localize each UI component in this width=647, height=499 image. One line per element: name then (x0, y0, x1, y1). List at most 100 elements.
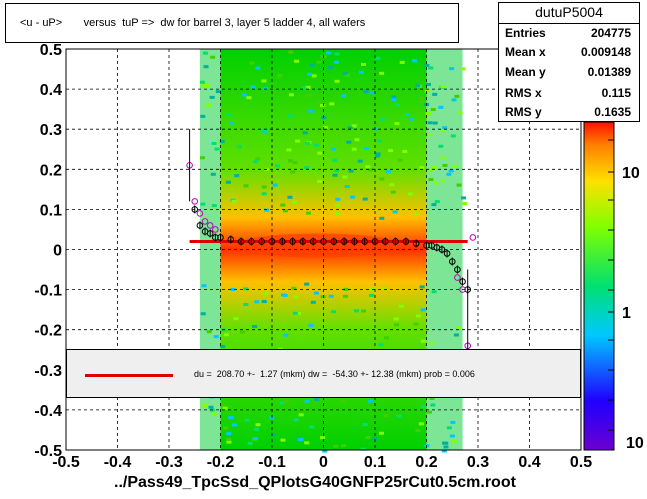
heatmap-cell (205, 104, 211, 108)
heatmap-cell (287, 159, 293, 163)
heatmap-cell (206, 330, 212, 334)
heatmap-cell (210, 172, 216, 176)
y-tick-label: -0.3 (34, 363, 62, 380)
heatmap-cell (393, 323, 399, 327)
heatmap-cell (226, 440, 232, 444)
heatmap-cell (407, 192, 413, 196)
heatmap-cell (363, 146, 369, 150)
stat-row-rms-y: RMS y 0.1635 (505, 105, 631, 119)
profile-point (340, 238, 348, 245)
heatmap-cell (311, 74, 317, 78)
x-tick-label: 0.2 (415, 454, 437, 471)
heatmap-cell (288, 50, 294, 54)
heatmap-cell (373, 127, 379, 131)
heatmap-cell (424, 64, 430, 68)
heatmap-cell (415, 314, 421, 318)
heatmap-cell (335, 203, 341, 207)
x-tick-label: 0.3 (467, 454, 489, 471)
heatmap-cell (304, 282, 310, 286)
heatmap-cell (372, 122, 378, 126)
heatmap-cell (367, 399, 373, 403)
heatmap-cell (396, 414, 402, 418)
heatmap-cell (404, 113, 410, 117)
heatmap-cell (427, 132, 433, 136)
heatmap-cell (418, 422, 424, 426)
palette-tick-label: 1 (622, 305, 631, 322)
heatmap-cell (375, 56, 381, 60)
palette-bar (584, 122, 614, 450)
heatmap-cell (261, 128, 267, 132)
heatmap-cell (309, 63, 315, 67)
heatmap-cell (346, 140, 352, 144)
heatmap-cell (402, 149, 408, 153)
heatmap-cell (441, 449, 447, 453)
profile-point (309, 238, 317, 245)
heatmap-cell (453, 333, 459, 337)
heatmap-cell (331, 310, 337, 314)
profile-point (382, 238, 389, 245)
heatmap-cell (329, 102, 335, 106)
heatmap-cell (291, 286, 297, 290)
heatmap-cell (450, 420, 456, 424)
heatmap-cell (420, 308, 426, 312)
heatmap-cell (211, 141, 217, 145)
heatmap-cell (211, 204, 217, 208)
heatmap-cell (322, 125, 328, 129)
heatmap-cell (354, 309, 360, 313)
y-tick-label: 0.4 (40, 82, 62, 99)
heatmap-cell (280, 293, 286, 297)
heatmap-cell (305, 85, 311, 89)
heatmap-cell (431, 165, 437, 169)
profile-point (454, 266, 461, 273)
heatmap-cell (413, 212, 419, 216)
heatmap-cell (343, 287, 349, 291)
profile-point (443, 250, 451, 257)
heatmap-cell (408, 117, 414, 121)
heatmap-cell (200, 83, 206, 87)
heatmap-cell (236, 145, 242, 149)
heatmap-cell (306, 211, 312, 215)
heatmap-cell (379, 177, 385, 181)
heatmap-cell (295, 312, 301, 316)
heatmap-cell (446, 426, 452, 430)
heatmap-cell (451, 98, 457, 102)
heatmap-cell (304, 441, 310, 445)
heatmap-cell (290, 170, 296, 174)
heatmap-cell (277, 74, 283, 78)
heatmap-cell (394, 103, 400, 107)
y-tick-label: -0.4 (34, 403, 62, 420)
heatmap-cell (247, 441, 253, 445)
heatmap-cell (334, 79, 340, 83)
heatmap-cell (320, 436, 326, 440)
heatmap-cell (457, 110, 463, 114)
heatmap-cell (354, 138, 360, 142)
heatmap-cell (326, 51, 332, 55)
heatmap-cell (298, 438, 304, 442)
y-tick-label: 0 (53, 243, 62, 260)
heatmap-cell (419, 166, 425, 170)
profile-point (217, 234, 224, 241)
y-tick-label: 0.2 (40, 162, 62, 179)
heatmap-cell (270, 433, 276, 437)
heatmap-cell (310, 300, 316, 304)
heatmap-cell (264, 208, 270, 212)
heatmap-cell (351, 124, 357, 128)
stat-row-mean-x: Mean x 0.009148 (505, 45, 631, 59)
heatmap-cell (332, 173, 338, 177)
profile-point (351, 238, 358, 245)
heatmap-cell (428, 66, 434, 70)
profile-point (361, 238, 369, 245)
heatmap-cell (305, 141, 311, 145)
outlier-point (191, 198, 199, 205)
heatmap-cell (452, 164, 458, 168)
outlier-point (201, 218, 209, 225)
heatmap-cell (255, 66, 261, 70)
heatmap-cell (243, 302, 249, 306)
heatmap-cell (332, 158, 338, 162)
heatmap-cell (461, 196, 467, 200)
heatmap-cell (210, 55, 216, 59)
profile-point (258, 238, 266, 245)
heatmap-cell (334, 212, 340, 216)
heatmap-cell (241, 93, 247, 97)
heatmap-cell (313, 291, 319, 295)
